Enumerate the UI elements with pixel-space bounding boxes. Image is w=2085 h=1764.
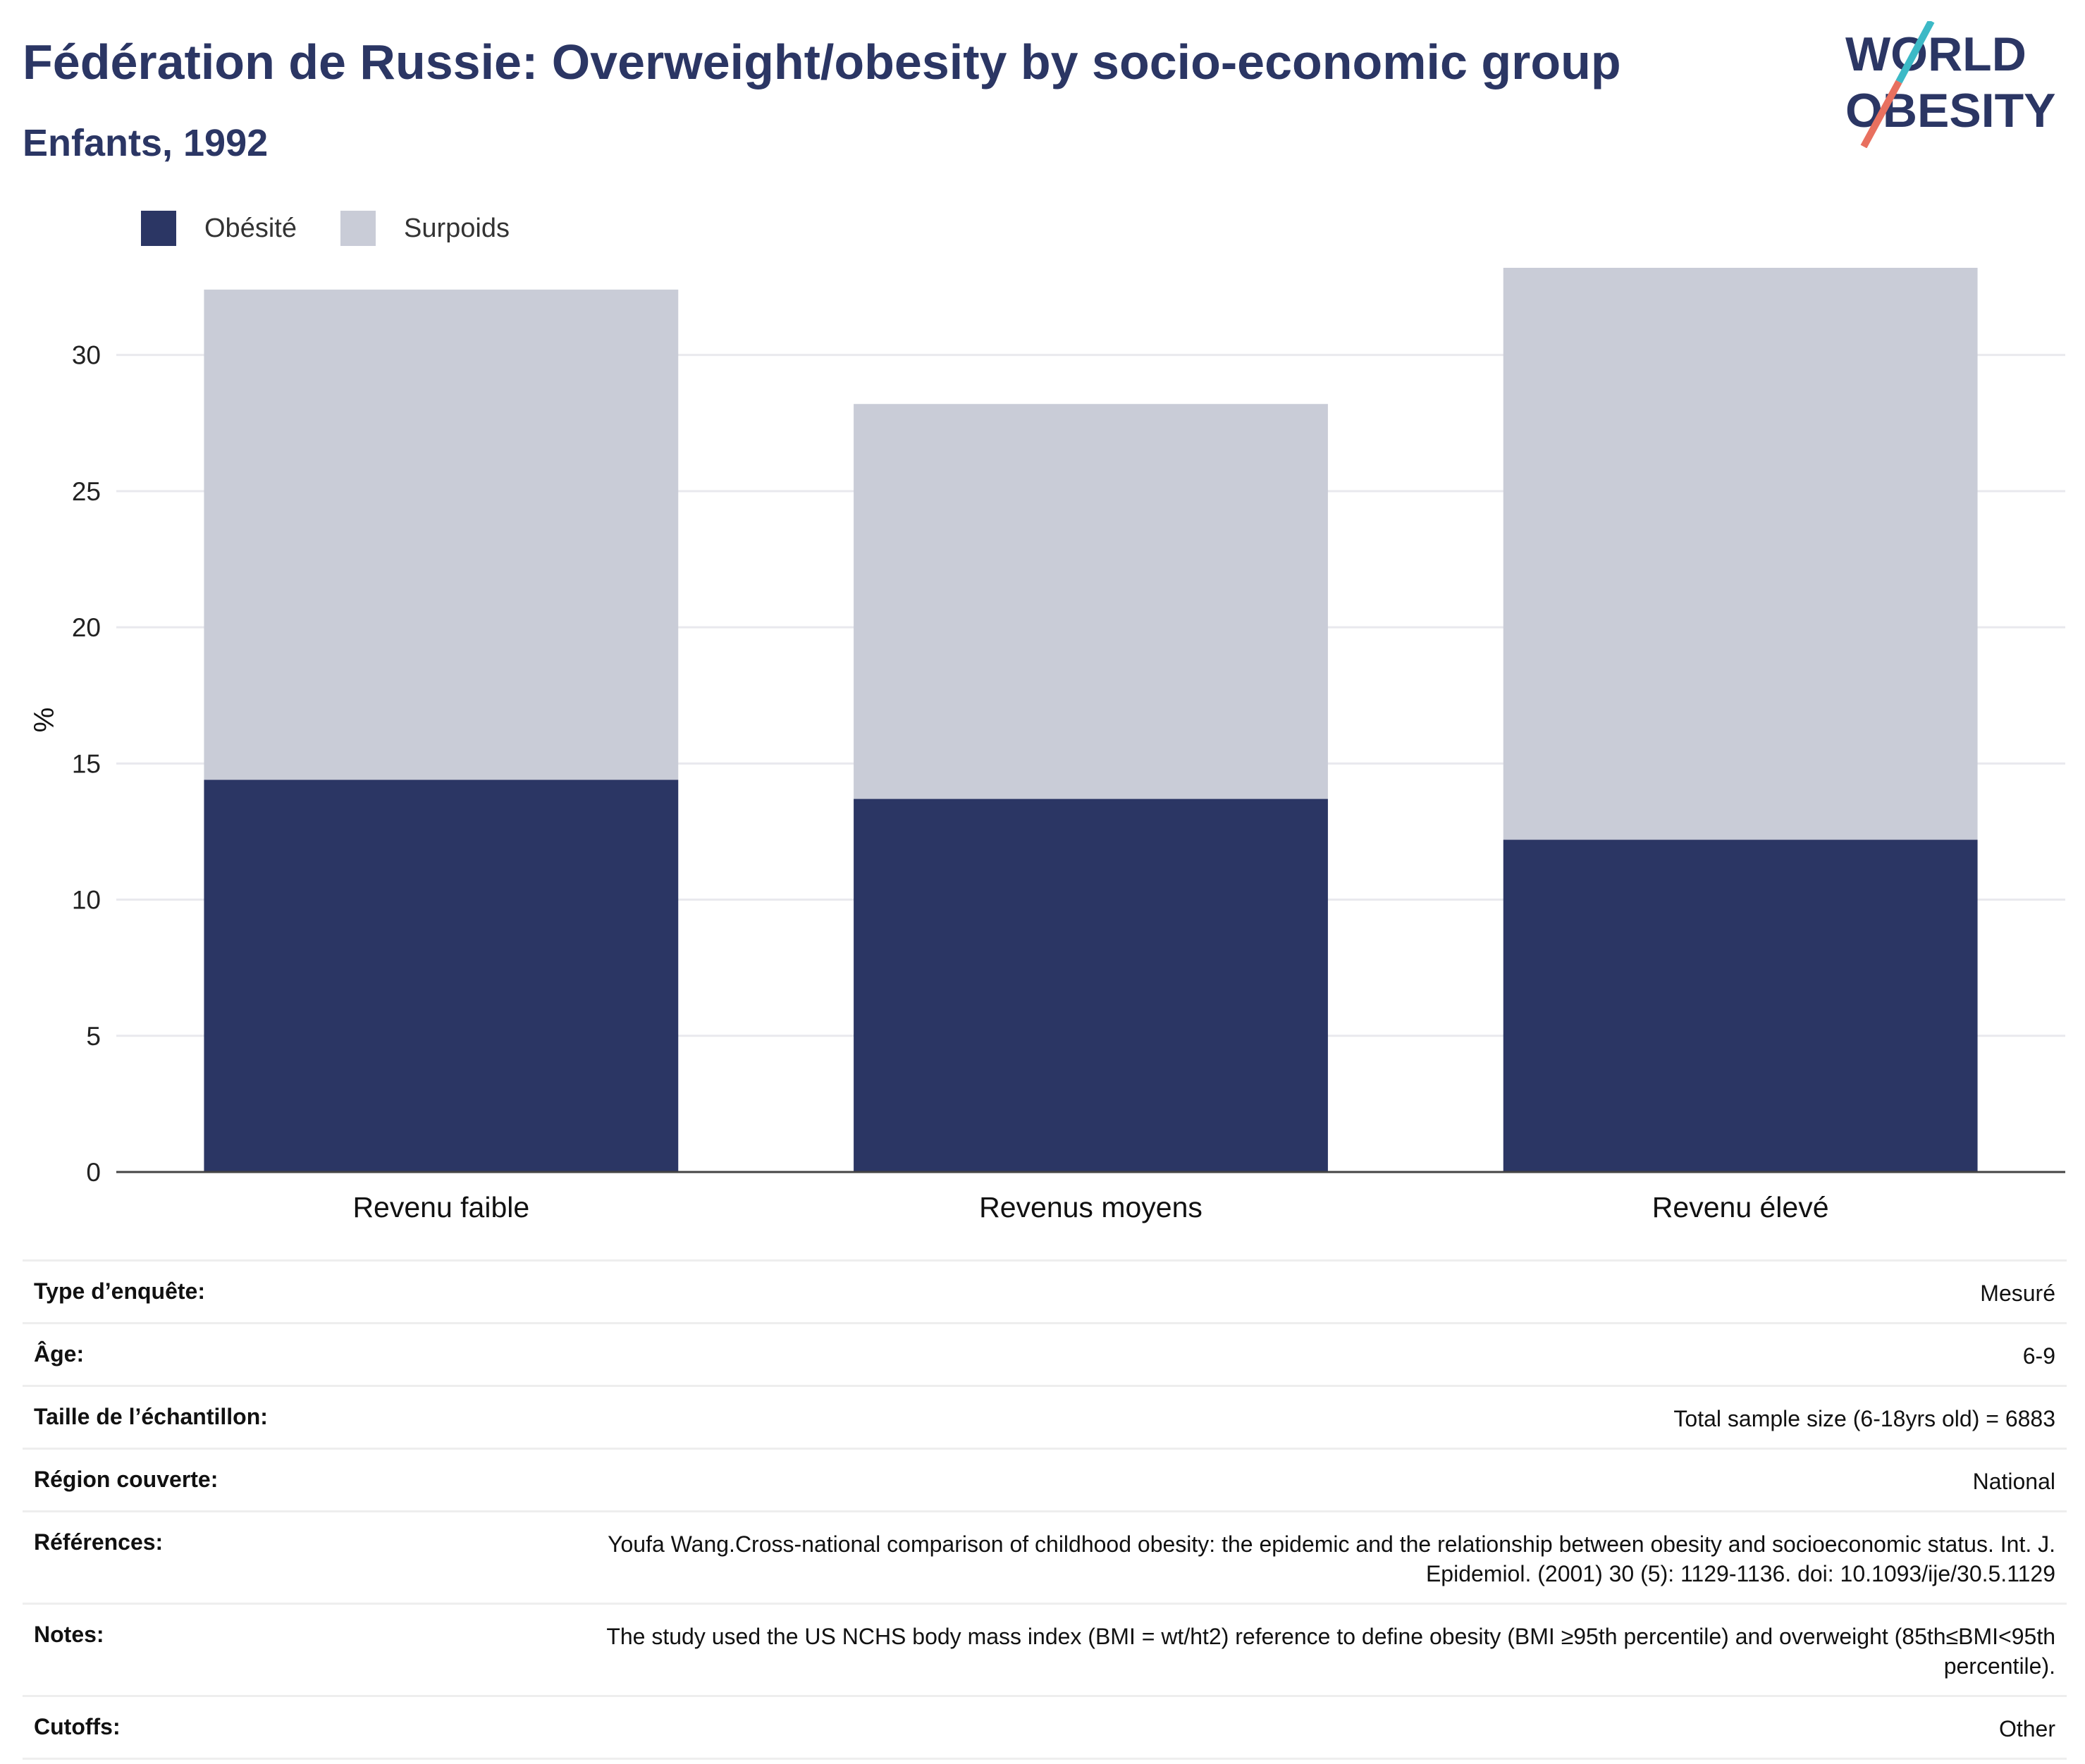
info-key: Région couverte: [34, 1467, 219, 1492]
bar-segment [1503, 839, 1978, 1172]
info-row-age: Âge: 6-9 [23, 1324, 2067, 1387]
bar-segment [1503, 268, 1978, 840]
survey-info-table: Type d’enquête: Mesuré Âge: 6-9 Taille d… [23, 1259, 2067, 1760]
x-category-label: Revenus moyens [979, 1191, 1203, 1223]
x-category-label: Revenu élevé [1652, 1191, 1829, 1223]
info-key: Âge: [34, 1341, 85, 1367]
bar-segment [854, 798, 1328, 1172]
logo-slash-top [1895, 21, 1935, 84]
info-value: 6-9 [2022, 1343, 2055, 1369]
info-row-survey-type: Type d’enquête: Mesuré [23, 1262, 2067, 1324]
y-tick-label: 10 [72, 886, 101, 915]
x-category-label: Revenu faible [352, 1191, 529, 1223]
legend-label-surpoids: Surpoids [403, 213, 510, 243]
info-key: Type d’enquête: [34, 1278, 205, 1304]
info-value: National [1972, 1469, 2055, 1494]
logo-slash-bottom [1860, 80, 1902, 148]
info-row-references: Références: Youfa Wang.Cross-national co… [23, 1512, 2067, 1605]
info-value: Mesuré [1980, 1281, 2055, 1306]
legend-swatch-obesite [141, 211, 176, 246]
info-row-sample-size: Taille de l’échantillon: Total sample si… [23, 1387, 2067, 1450]
legend-item-obesite: Obésité [141, 211, 297, 246]
logo-line1: WORLD [1845, 27, 2026, 81]
info-key: Cutoffs: [34, 1714, 121, 1739]
info-row-notes: Notes: The study used the US NCHS body m… [23, 1605, 2067, 1697]
info-row-region: Région couverte: National [23, 1450, 2067, 1512]
y-axis-title: % [29, 708, 60, 733]
world-obesity-logo: WORLD OBESITY [1845, 21, 2056, 148]
page-title: Fédération de Russie: Overweight/obesity… [23, 35, 1621, 90]
legend-item-surpoids: Surpoids [340, 211, 510, 246]
info-key: Références: [34, 1529, 164, 1555]
page-subtitle: Enfants, 1992 [23, 122, 269, 164]
info-key: Notes: [34, 1622, 104, 1647]
legend-label-obesite: Obésité [204, 213, 297, 243]
bar-segment [854, 404, 1328, 799]
info-value: Youfa Wang.Cross-national comparison of … [608, 1531, 2055, 1586]
stacked-bar-chart: 0 5 10 15 20 25 30% Revenu faible Revenus moyens… [29, 268, 2065, 1223]
chart-legend: Obésité Surpoids [141, 209, 553, 248]
y-tick-label: 20 [72, 613, 101, 642]
info-value: Total sample size (6-18yrs old) = 6883 [1673, 1406, 2055, 1431]
info-key: Taille de l’échantillon: [34, 1404, 268, 1429]
y-tick-label: 5 [86, 1022, 101, 1051]
bar-segment [204, 779, 679, 1172]
y-tick-label: 15 [72, 749, 101, 778]
y-tick-label: 25 [72, 477, 101, 506]
info-value: Other [1998, 1716, 2055, 1741]
legend-swatch-surpoids [340, 211, 376, 246]
info-row-cutoffs: Cutoffs: Other [23, 1697, 2067, 1760]
bar-segment [204, 289, 679, 780]
y-tick-label: 30 [72, 341, 101, 370]
y-tick-label: 0 [86, 1158, 101, 1187]
info-value: The study used the US NCHS body mass ind… [606, 1624, 2055, 1679]
